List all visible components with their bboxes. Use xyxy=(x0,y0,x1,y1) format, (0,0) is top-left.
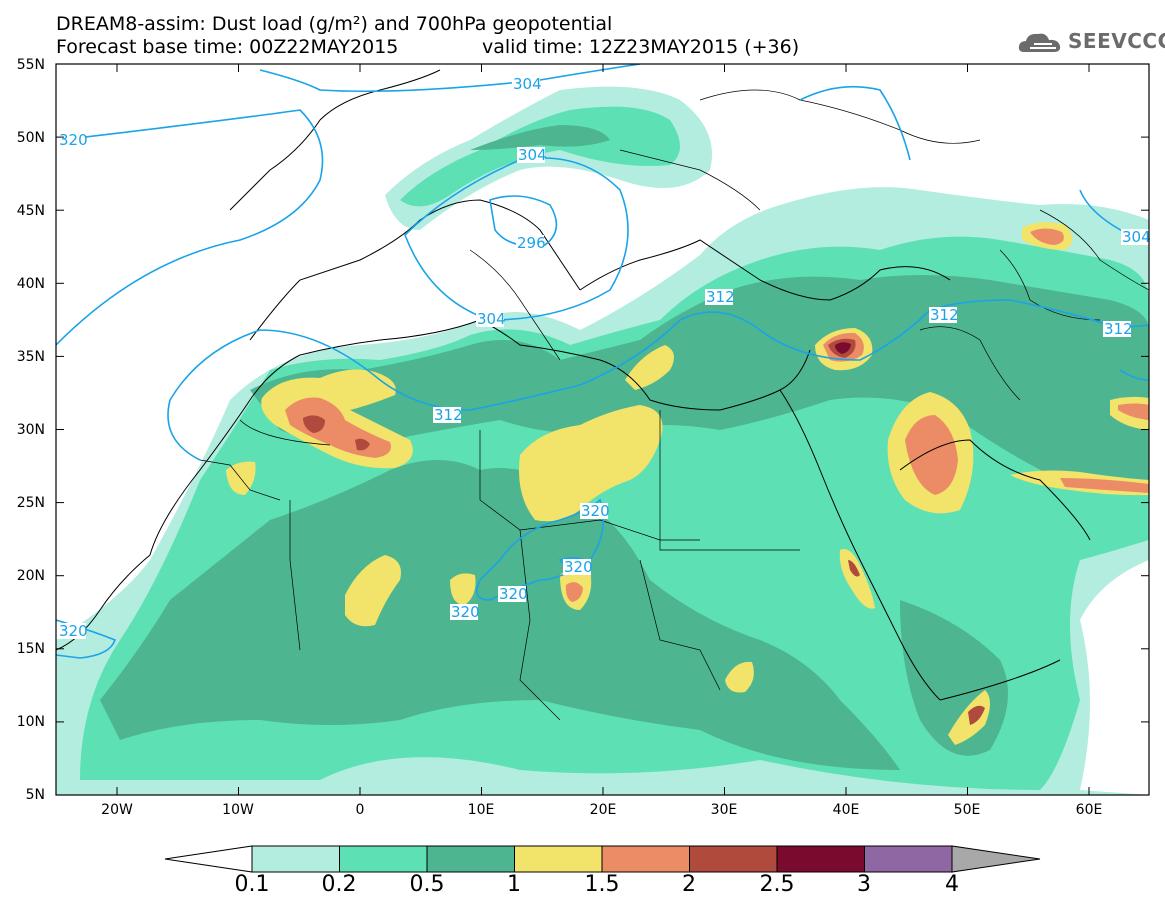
contour-label: 312 xyxy=(930,306,959,324)
colorbar-label: 2.5 xyxy=(759,872,795,897)
colorbar-over-arrow xyxy=(951,845,1041,873)
contour-312-iran xyxy=(1119,369,1149,381)
map-title: DREAM8-assim: Dust load (g/m²) and 700hP… xyxy=(56,13,613,35)
lat-label: 30N xyxy=(17,422,45,438)
geopotential-contours xyxy=(56,64,1149,659)
contour-label: 320 xyxy=(59,131,88,149)
contour-320-west xyxy=(56,109,324,346)
lat-label: 50N xyxy=(17,130,45,146)
colorbar-segment xyxy=(251,845,340,873)
contour-312-main xyxy=(169,299,1149,411)
lon-label: 30E xyxy=(711,802,738,818)
contour-label: 320 xyxy=(499,585,528,603)
dust-contour-1.5-iran xyxy=(1118,403,1149,420)
dust-contour-2-somalia xyxy=(968,705,985,725)
forecast-base-time: Forecast base time: 00Z22MAY2015 xyxy=(56,36,399,58)
contour-label: 320 xyxy=(451,603,480,621)
colorbar xyxy=(164,845,1041,873)
contour-label: 304 xyxy=(1122,228,1151,246)
lon-label: 60E xyxy=(1076,802,1103,818)
dust-contour-1-redsea xyxy=(839,549,875,609)
contour-label: 304 xyxy=(513,75,542,93)
lat-axis: 55N 50N 45N 40N 35N 30N 25N 20N 15N 10N … xyxy=(17,57,45,803)
dust-contour-1.5-saudi xyxy=(905,415,958,495)
lat-label: 45N xyxy=(17,203,45,219)
dust-contour-1.5-tibesti xyxy=(565,582,583,602)
colorbar-label: 3 xyxy=(857,872,871,897)
dust-contour-1-niger xyxy=(345,555,401,627)
colorbar-label: 4 xyxy=(945,872,959,897)
lon-label: 20W xyxy=(101,802,133,818)
dust-contour-2-atlas xyxy=(303,415,325,433)
dust-contour-1-sudan xyxy=(725,661,754,693)
contour-label: 312 xyxy=(706,288,735,306)
contour-304-low xyxy=(404,157,629,321)
dust-contour-1.5-caspian xyxy=(1030,228,1064,245)
lat-label: 15N xyxy=(17,641,45,657)
dust-contour-1.5-gulf xyxy=(1060,478,1149,493)
contour-label: 320 xyxy=(59,622,88,640)
dust-contour-1-chad xyxy=(450,573,476,605)
colorbar-label: 1 xyxy=(507,872,521,897)
colorbar-label: 0.1 xyxy=(234,872,270,897)
colorbar-label: 2 xyxy=(682,872,696,897)
colorbar-segment xyxy=(601,845,690,873)
cloud-logo-icon xyxy=(1018,33,1061,52)
colorbar-label: 0.5 xyxy=(409,872,445,897)
dust-contour-1-libya xyxy=(519,405,663,522)
colorbar-segment xyxy=(426,845,515,873)
logo-text: SEEVCCC xyxy=(1068,29,1165,53)
colorbar-segment xyxy=(339,845,428,873)
contour-304-east xyxy=(799,85,911,161)
lon-label: 10E xyxy=(468,802,495,818)
lat-label: 20N xyxy=(17,568,45,584)
colorbar-segment xyxy=(864,845,953,873)
colorbar-label: 0.2 xyxy=(321,872,357,897)
lon-label: 50E xyxy=(954,802,981,818)
dust-contour-2-redsea xyxy=(848,560,860,577)
lon-label: 10W xyxy=(222,802,254,818)
contour-label: 296 xyxy=(517,234,546,252)
lat-label: 35N xyxy=(17,349,45,365)
lat-label: 10N xyxy=(17,714,45,730)
lat-label: 5N xyxy=(26,787,45,803)
colorbar-segment xyxy=(689,845,778,873)
lon-axis: 20W 10W 0 10E 20E 30E 40E 50E 60E xyxy=(101,802,1102,818)
lat-label: 40N xyxy=(17,276,45,292)
dust-contour-1-egypt xyxy=(625,345,674,390)
contour-label: 304 xyxy=(477,310,506,328)
contour-296-low xyxy=(489,195,558,247)
dust-contour-2-atlas2 xyxy=(355,438,370,451)
dust-contour-europe-05 xyxy=(470,125,610,150)
contour-label: 320 xyxy=(581,502,610,520)
lon-label: 0 xyxy=(356,802,365,818)
dust-contour-0.5-west xyxy=(100,460,900,770)
colorbar-under-arrow xyxy=(164,845,253,873)
contour-label: 312 xyxy=(1104,320,1133,338)
axis-ticks xyxy=(56,63,1149,796)
dust-field xyxy=(56,86,1149,795)
valid-time: valid time: 12Z23MAY2015 (+36) xyxy=(482,36,800,58)
lat-label: 25N xyxy=(17,495,45,511)
colorbar-segment xyxy=(776,845,865,873)
dust-contour-europe-02 xyxy=(400,106,680,207)
contour-label: 304 xyxy=(518,146,547,164)
colorbar-segment xyxy=(514,845,603,873)
lon-label: 20E xyxy=(590,802,617,818)
contour-labels: 320 304 304 296 304 312 312 312 312 320 … xyxy=(58,75,1151,640)
contour-312-south xyxy=(167,399,201,461)
dust-contour-2.5-syria xyxy=(835,342,851,354)
lat-label: 55N xyxy=(17,57,45,73)
lon-label: 40E xyxy=(833,802,860,818)
colorbar-label: 1.5 xyxy=(584,872,620,897)
contour-304-north xyxy=(259,64,641,93)
contour-label: 320 xyxy=(564,558,593,576)
contour-label: 312 xyxy=(434,406,463,424)
